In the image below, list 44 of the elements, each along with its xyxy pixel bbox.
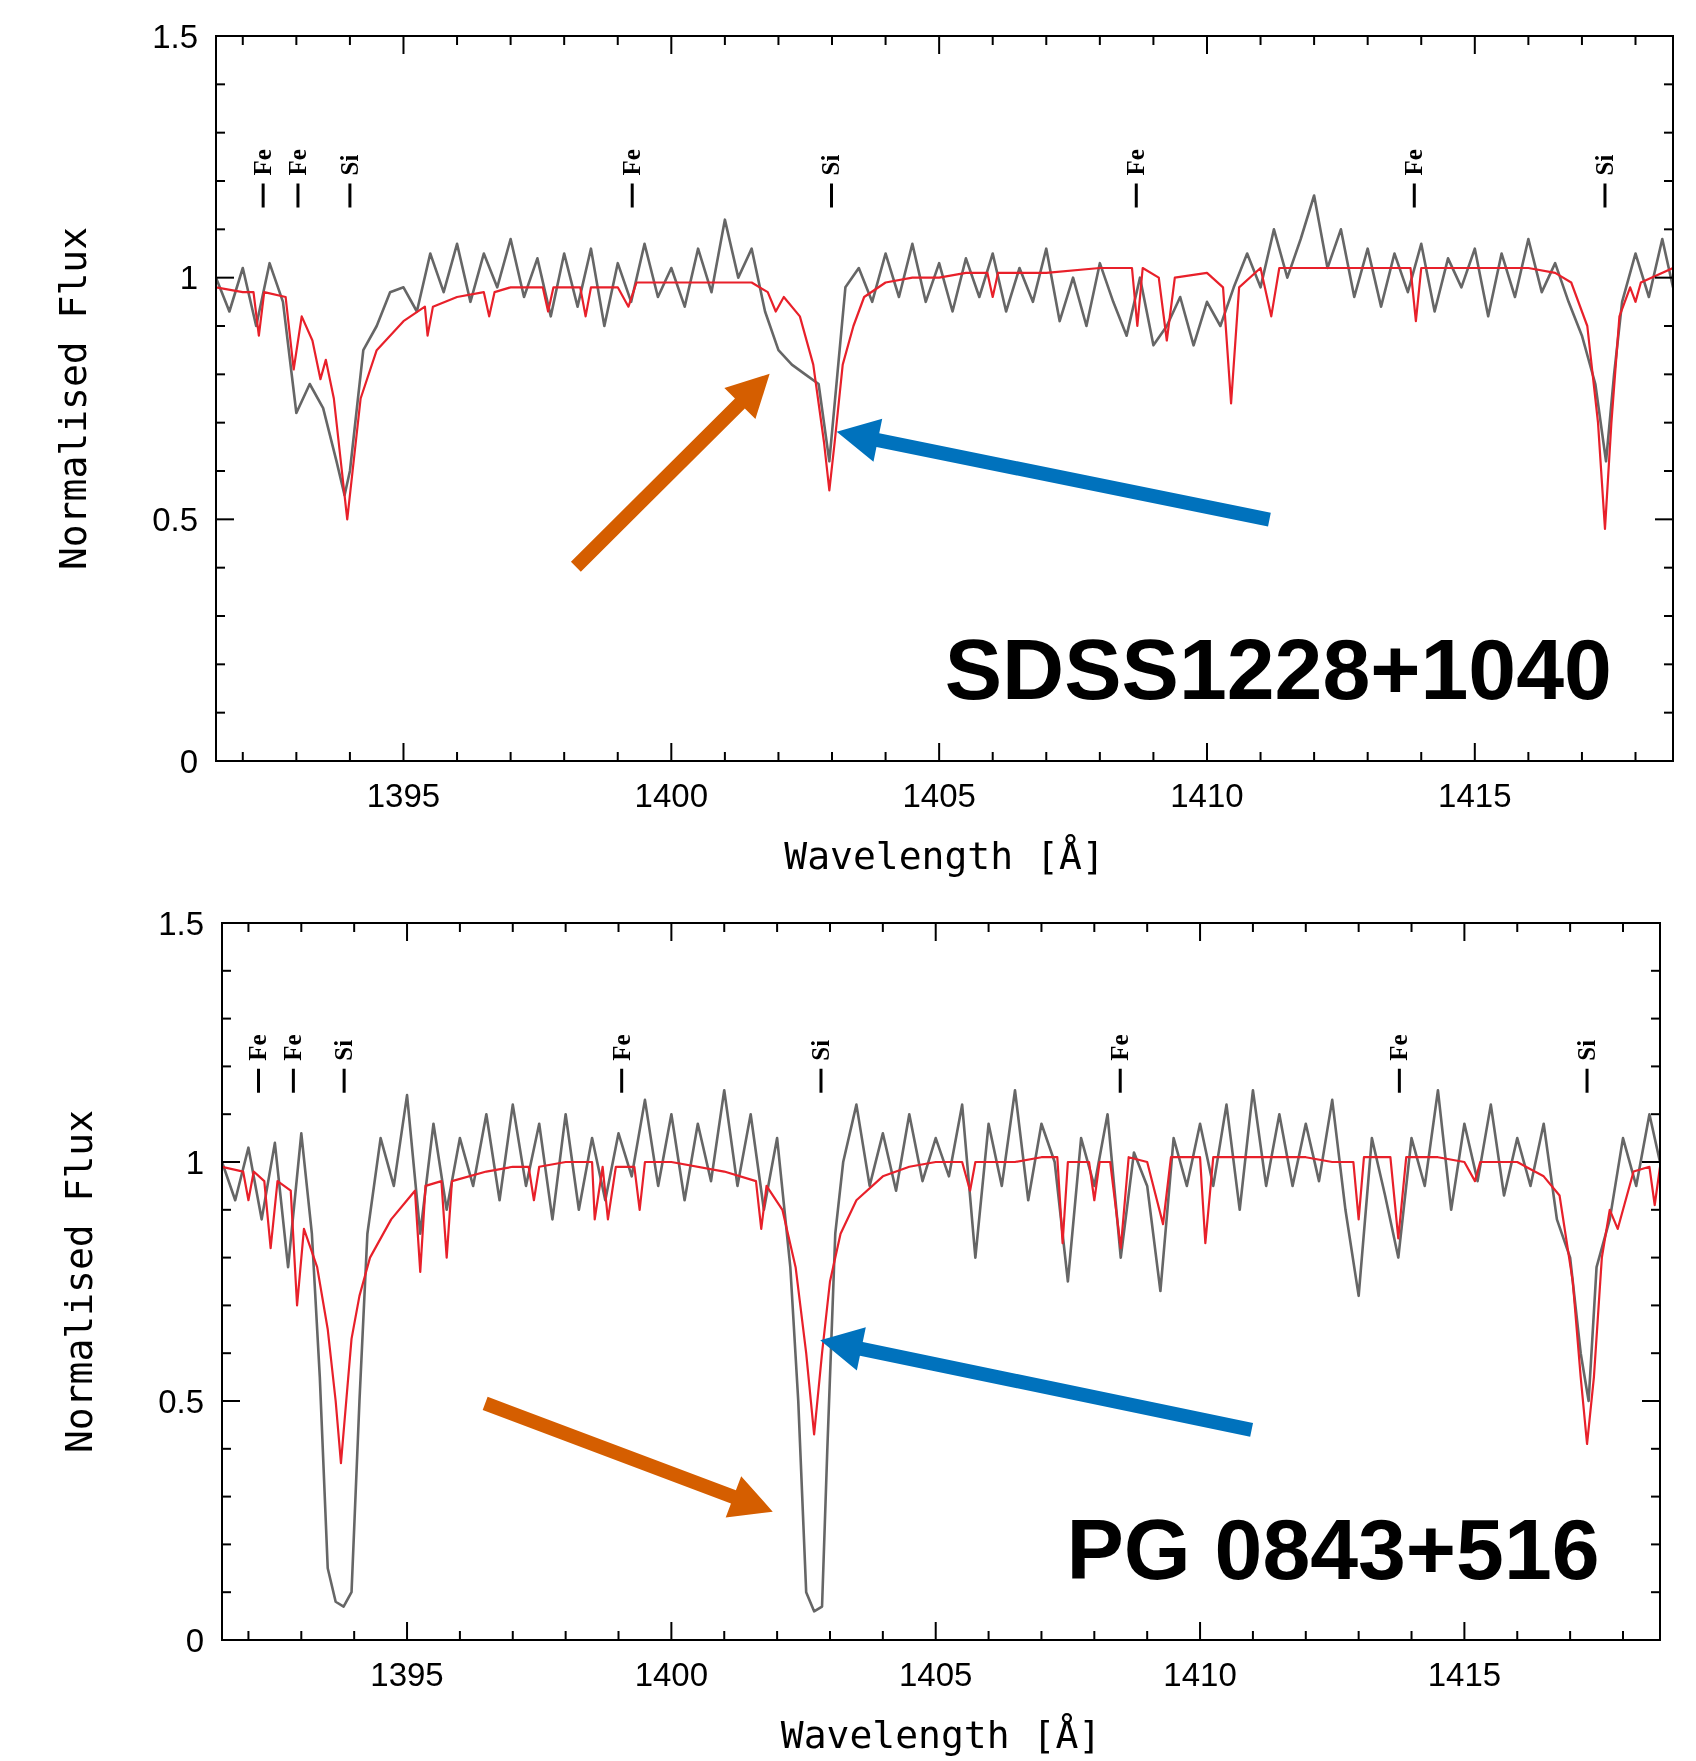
ref-line-label: Fe <box>607 1034 635 1061</box>
y-axis-title: Normalised Flux <box>57 1109 101 1454</box>
x-tick-label: 1400 <box>634 777 709 814</box>
x-tick-label: 1400 <box>634 1656 709 1693</box>
y-tick-label: 0.5 <box>152 500 198 538</box>
y-tick-label: 1 <box>179 259 198 297</box>
x-tick-label: 1405 <box>902 777 976 814</box>
ref-line-label: Fe <box>283 149 311 176</box>
line-series <box>216 194 1673 497</box>
y-tick-label: 1.5 <box>158 904 204 942</box>
ref-line-label: Fe <box>1106 1034 1134 1061</box>
ref-line-label: Fe <box>1122 149 1150 176</box>
ref-line-label: Fe <box>249 149 277 176</box>
ref-line-label: Fe <box>244 1034 272 1061</box>
y-tick-label: 0 <box>185 1621 204 1659</box>
y-tick-label: 0.5 <box>158 1382 204 1420</box>
ref-line-label: Si <box>817 154 845 176</box>
ref-line-label: Fe <box>1385 1034 1413 1061</box>
ref-line-label: Si <box>806 1039 834 1061</box>
text: PG 0843+516 <box>1066 1501 1600 1598</box>
ref-line-label: Si <box>1573 1039 1601 1061</box>
ref-line-label: Si <box>330 1039 358 1061</box>
y-tick-label: 0 <box>179 742 198 780</box>
ref-line-label: Si <box>335 154 363 176</box>
x-tick-label: 1395 <box>366 777 441 814</box>
y-tick-label: 1 <box>185 1143 204 1181</box>
ref-line-label: Fe <box>618 149 646 176</box>
x-tick-label: 1415 <box>1427 1656 1502 1693</box>
ref-line-label: Fe <box>1400 149 1428 176</box>
x-tick-label: 1405 <box>899 1656 973 1693</box>
line-series <box>222 1156 1660 1465</box>
ref-line-label: Fe <box>279 1034 307 1061</box>
line-series <box>216 266 1673 531</box>
y-tick-label: 1.5 <box>152 17 198 55</box>
y-axis-title: Normalised Flux <box>51 226 95 571</box>
x-tick-label: 1415 <box>1438 777 1512 814</box>
line-series <box>222 1089 1660 1613</box>
x-tick-label: 1410 <box>1170 777 1244 814</box>
ref-line-label: Si <box>1590 154 1618 176</box>
x-axis-title: Wavelength [Å] <box>784 834 1105 878</box>
x-tick-label: 1410 <box>1163 1656 1237 1693</box>
x-tick-label: 1395 <box>370 1656 444 1693</box>
text: SDSS1228+1040 <box>944 621 1612 718</box>
x-axis-title: Wavelength [Å] <box>780 1713 1102 1757</box>
